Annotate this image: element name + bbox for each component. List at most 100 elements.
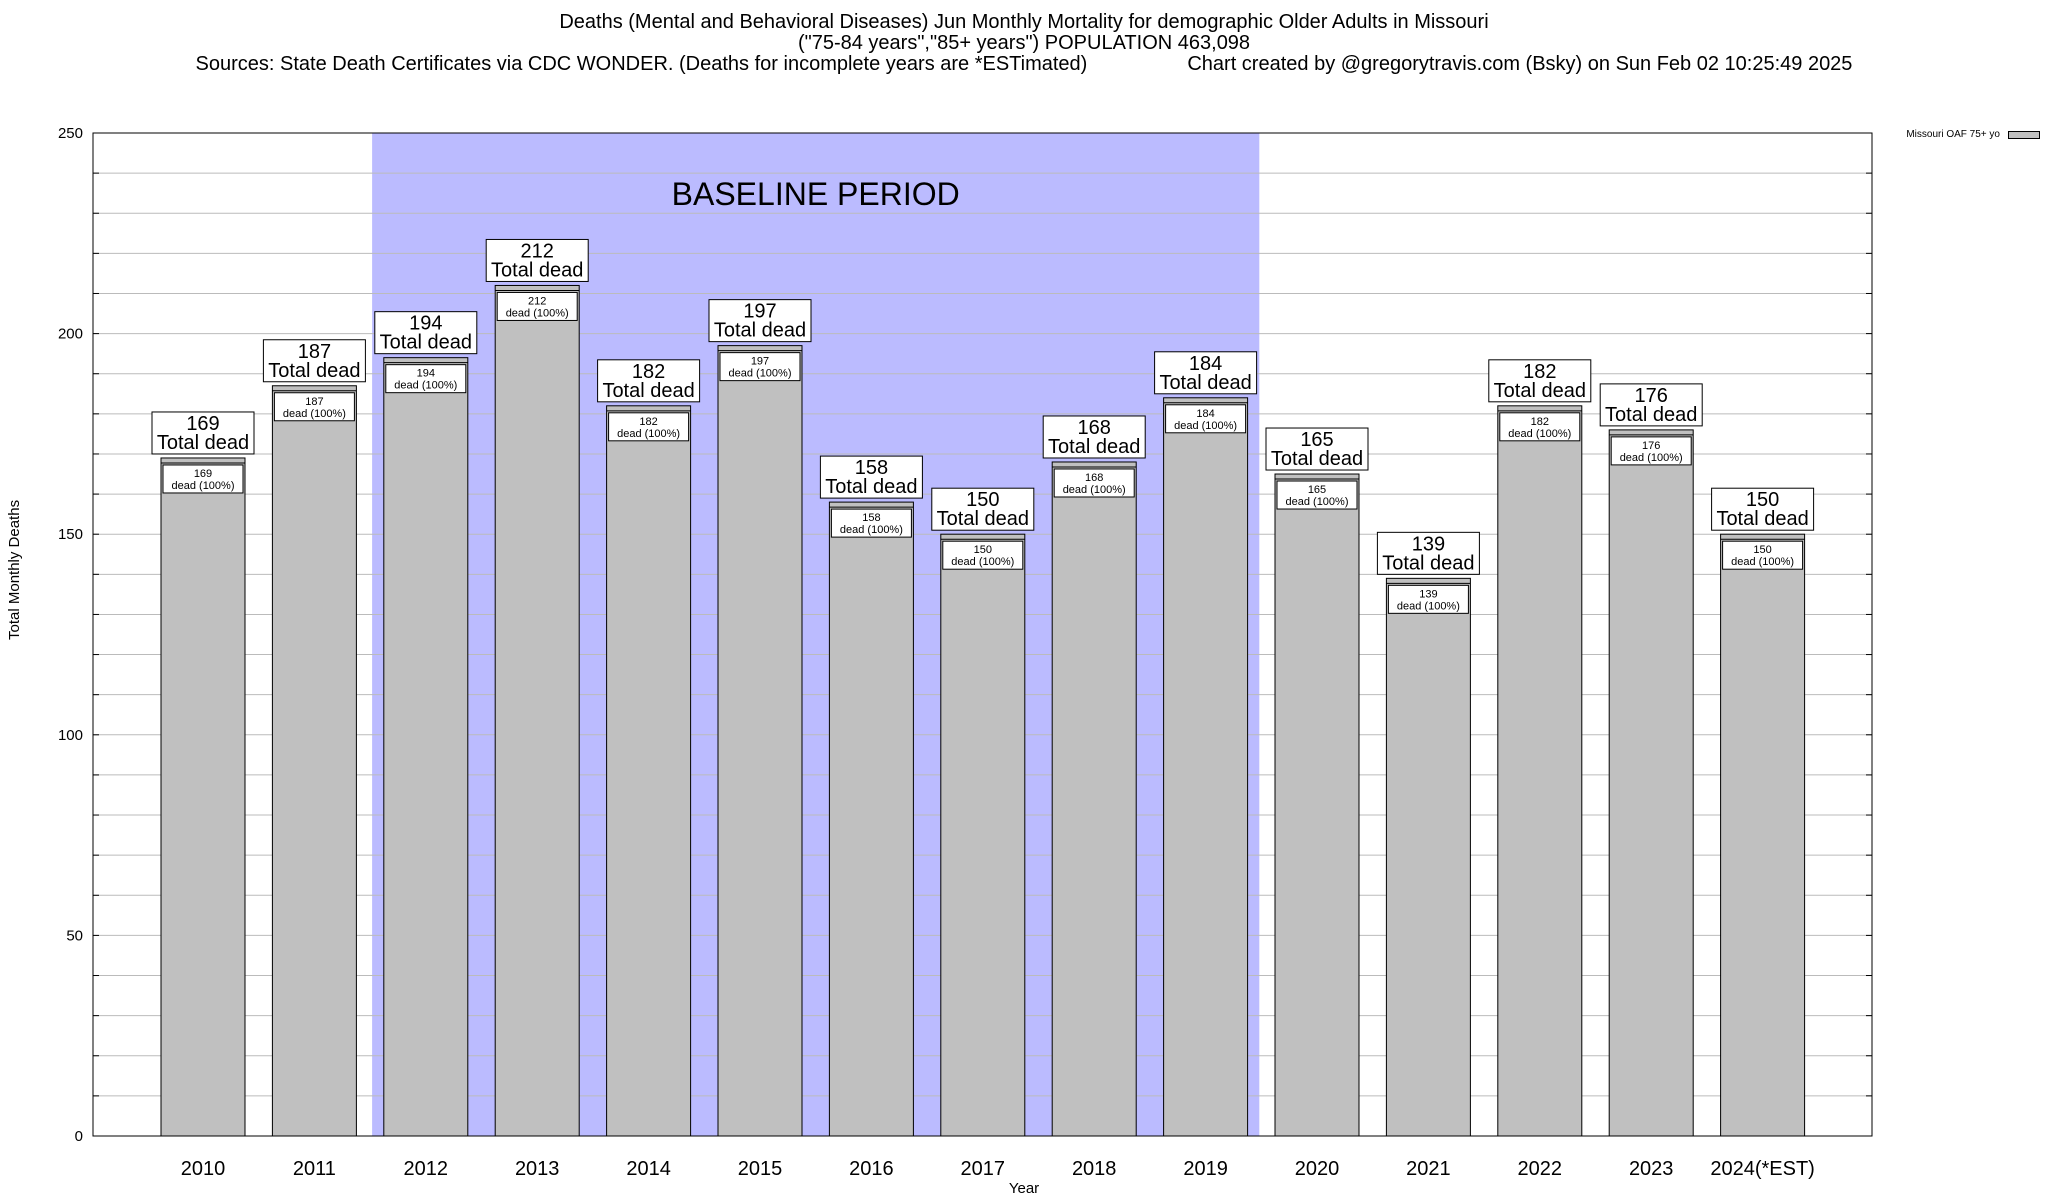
bar-total-label-box bbox=[1154, 351, 1258, 395]
bar-total-text: Total dead bbox=[1048, 436, 1140, 458]
x-tick-label: 2016 bbox=[849, 1158, 894, 1180]
bar-total-value: 169 bbox=[186, 413, 219, 435]
bar-inner-value: 187 bbox=[305, 396, 323, 408]
bar-inner-label-box bbox=[1387, 584, 1469, 614]
chart-header: Deaths (Mental and Behavioral Diseases) … bbox=[0, 12, 2048, 75]
bar-inner-value: 182 bbox=[1531, 416, 1549, 428]
bar-total-value: 139 bbox=[1412, 533, 1445, 555]
bar-total-label-box bbox=[708, 299, 812, 343]
bar-inner-text: dead (100%) bbox=[951, 556, 1014, 568]
bar-inner-text: dead (100%) bbox=[506, 307, 569, 319]
bar-total-value: 176 bbox=[1635, 385, 1668, 407]
bar-total-label-box bbox=[1265, 427, 1369, 471]
x-tick-label: 2011 bbox=[293, 1158, 336, 1180]
bar-total-text: Total dead bbox=[157, 432, 249, 454]
bar-inner-value: 139 bbox=[1419, 588, 1437, 600]
bar bbox=[606, 405, 692, 1137]
bar bbox=[1608, 429, 1694, 1137]
bar-total-label-box bbox=[597, 359, 701, 403]
chart-subtitle: ("75-84 years","85+ years") POPULATION 4… bbox=[797, 32, 1251, 54]
bar bbox=[1163, 397, 1249, 1137]
bar-total-text: Total dead bbox=[1382, 552, 1474, 574]
bar-total-value: 150 bbox=[966, 489, 999, 511]
bar-total-label-box bbox=[1711, 487, 1815, 531]
baseline-label: BASELINE PERIOD bbox=[672, 176, 960, 212]
x-tick-label: 2010 bbox=[181, 1158, 226, 1180]
bar bbox=[1274, 473, 1360, 1137]
bar-inner-label-box bbox=[719, 352, 801, 382]
x-tick-label: 2023 bbox=[1629, 1158, 1674, 1180]
bar-total-text: Total dead bbox=[1271, 448, 1363, 470]
bar-total-text: Total dead bbox=[714, 320, 806, 342]
x-tick-label: 2024(*EST) bbox=[1710, 1158, 1815, 1180]
bar-inner-text: dead (100%) bbox=[840, 524, 903, 536]
bar-total-value: 150 bbox=[1746, 489, 1779, 511]
bar-inner-label-box bbox=[608, 412, 690, 442]
y-tick-label: 250 bbox=[58, 125, 83, 142]
bar-inner-text: dead (100%) bbox=[729, 368, 792, 380]
bar-inner-text: dead (100%) bbox=[1174, 420, 1237, 432]
y-axis-label: Total Monthly Deaths bbox=[6, 499, 23, 640]
chart-sources: Sources: State Death Certificates via CD… bbox=[195, 53, 1088, 75]
bar-total-text: Total dead bbox=[1716, 508, 1808, 530]
bar-inner-text: dead (100%) bbox=[1620, 452, 1683, 464]
legend-swatch bbox=[2008, 130, 2040, 139]
bar-total-value: 158 bbox=[855, 457, 888, 479]
bar bbox=[1051, 461, 1137, 1137]
bar-inner-value: 194 bbox=[417, 368, 435, 380]
bar bbox=[828, 501, 914, 1137]
bar-total-value: 165 bbox=[1300, 429, 1333, 451]
x-tick-label: 2020 bbox=[1295, 1158, 1340, 1180]
bar-inner-text: dead (100%) bbox=[394, 380, 457, 392]
y-tick-label: 150 bbox=[58, 526, 83, 543]
bar-inner-value: 168 bbox=[1085, 472, 1103, 484]
x-tick-label: 2018 bbox=[1072, 1158, 1117, 1180]
bar-total-text: Total dead bbox=[1159, 372, 1251, 394]
bar-inner-text: dead (100%) bbox=[283, 408, 346, 420]
bar-total-label-box bbox=[1599, 383, 1703, 427]
bar-total-label-box bbox=[262, 339, 366, 383]
bar-total-label-box bbox=[1042, 415, 1146, 459]
bar-total-text: Total dead bbox=[602, 380, 694, 402]
legend-label: Missouri OAF 75+ yo bbox=[1906, 129, 2000, 140]
bar-inner-label-box bbox=[1722, 540, 1804, 570]
bar-total-label-box bbox=[374, 311, 478, 355]
bar-inner-value: 212 bbox=[528, 295, 546, 307]
bar-inner-value: 169 bbox=[194, 468, 212, 480]
bar-total-text: Total dead bbox=[1494, 380, 1586, 402]
bar bbox=[271, 385, 357, 1137]
bar-total-label-box bbox=[819, 455, 923, 499]
bar-total-text: Total dead bbox=[491, 259, 583, 281]
y-tick-label: 100 bbox=[58, 727, 83, 744]
bar-inner-label-box bbox=[942, 540, 1024, 570]
bar-inner-label-box bbox=[830, 508, 912, 538]
bar bbox=[160, 457, 246, 1137]
legend: Missouri OAF 75+ yo bbox=[1906, 129, 2040, 140]
x-tick-label: 2021 bbox=[1406, 1158, 1451, 1180]
chart-title: Deaths (Mental and Behavioral Diseases) … bbox=[559, 11, 1489, 33]
bar-inner-label-box bbox=[385, 364, 467, 394]
bar-inner-label-box bbox=[1276, 480, 1358, 510]
bar-total-value: 194 bbox=[409, 313, 442, 335]
bar-inner-label-box bbox=[1053, 468, 1135, 498]
bar-inner-label-box bbox=[1165, 404, 1247, 434]
bar-total-value: 197 bbox=[743, 301, 776, 323]
bar-total-value: 168 bbox=[1078, 417, 1111, 439]
bar-inner-value: 197 bbox=[751, 356, 769, 368]
bar-total-text: Total dead bbox=[380, 332, 472, 354]
chart-source-line: Sources: State Death Certificates via CD… bbox=[0, 54, 2048, 75]
bar-total-value: 212 bbox=[521, 240, 554, 262]
bar-total-value: 187 bbox=[298, 341, 331, 363]
bar-inner-value: 150 bbox=[1753, 544, 1771, 556]
bar-total-text: Total dead bbox=[1605, 404, 1697, 426]
plot-frame bbox=[92, 132, 1873, 1137]
chart-credit: Chart created by @gregorytravis.com (Bsk… bbox=[1187, 53, 1853, 75]
bar-inner-label-box bbox=[162, 464, 244, 494]
bar bbox=[940, 533, 1026, 1137]
bar-inner-label-box bbox=[1499, 412, 1581, 442]
bar-inner-text: dead (100%) bbox=[172, 480, 235, 492]
bar bbox=[717, 345, 803, 1137]
y-tick-label: 0 bbox=[75, 1128, 83, 1145]
y-tick-label: 200 bbox=[58, 326, 83, 343]
